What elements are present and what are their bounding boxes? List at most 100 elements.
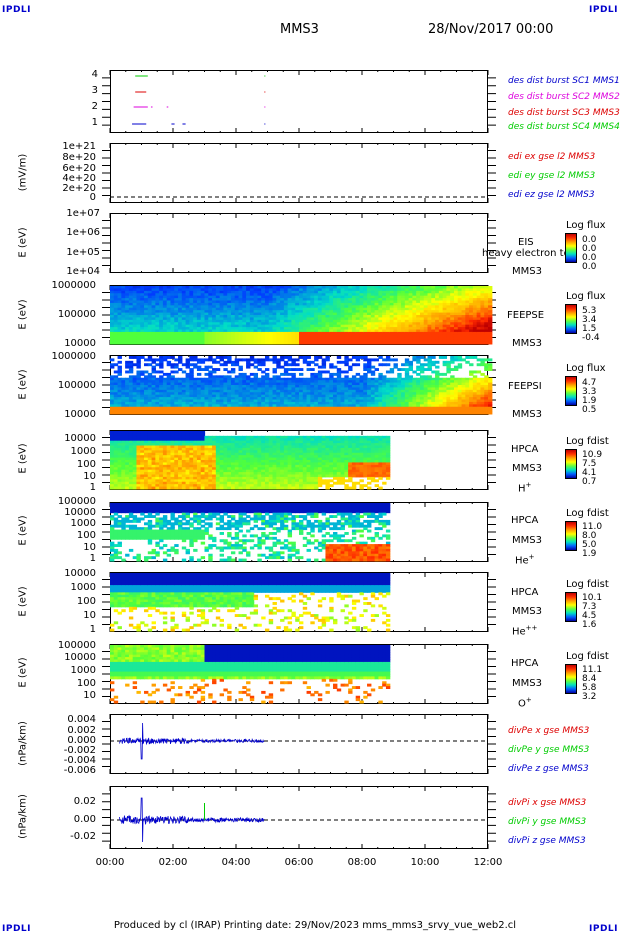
feepse-cell — [181, 286, 187, 289]
feepse-cell — [299, 327, 304, 330]
feepse-cell — [295, 293, 300, 297]
feepse-cell — [257, 341, 262, 345]
feepsi-cell — [113, 399, 119, 403]
feepse-cell — [438, 341, 444, 345]
feepse-cell — [121, 331, 126, 335]
feepse-cell — [461, 305, 466, 309]
feepse-cell — [480, 329, 485, 333]
feepsi-cell — [427, 411, 432, 415]
feepsi-cell — [253, 397, 259, 400]
feepse-cell — [280, 339, 285, 343]
feepse-cell — [317, 327, 323, 330]
feepse-cell — [185, 290, 190, 294]
feepse-cell — [113, 305, 119, 309]
feepsi-cell — [136, 397, 141, 400]
feepse-cell — [215, 310, 221, 314]
p4-cb-val: 3.4 — [582, 315, 597, 325]
feepsi-cell — [249, 406, 255, 410]
p11-ytick: 0.02 — [73, 796, 96, 807]
feepsi-cell — [189, 387, 194, 391]
feepsi-cell — [185, 397, 190, 400]
feepse-cell — [306, 295, 311, 299]
feepsi-cell — [253, 399, 259, 403]
feepsi-cell — [291, 363, 296, 367]
feepsi-cell — [238, 409, 243, 413]
feepse-cell — [329, 295, 334, 299]
feepse-cell — [151, 334, 156, 338]
feepse-cell — [276, 327, 281, 330]
feepsi-cell — [181, 411, 187, 415]
feepse-cell — [408, 286, 413, 289]
feepsi-cell — [223, 375, 228, 379]
feepse-cell — [257, 336, 262, 340]
feepse-cell — [488, 331, 493, 335]
feepsi-cell — [174, 392, 179, 396]
feepsi-cell — [193, 358, 198, 362]
feepse-cell — [162, 324, 168, 328]
feepse-cell — [121, 295, 126, 299]
p2-label-z: edi ez gse l2 MMS3 — [508, 190, 595, 200]
feepse-cell — [457, 329, 463, 333]
feepsi-cell — [208, 411, 213, 415]
feepsi-cell — [189, 397, 194, 400]
feepse-cell — [223, 298, 228, 301]
feepsi-cell — [416, 372, 421, 376]
feepse-cell — [408, 334, 413, 338]
feepsi-cell — [132, 404, 138, 408]
feepsi-cell — [223, 404, 228, 408]
feepsi-cell — [162, 399, 168, 403]
feepse-cell — [249, 339, 255, 343]
feepse-cell — [162, 317, 168, 321]
feepse-cell — [136, 317, 141, 321]
p9-colorbar-title: Log fdist — [566, 651, 609, 662]
feepse-cell — [159, 305, 164, 309]
feepsi-cell — [336, 360, 342, 364]
feepse-cell — [125, 288, 130, 292]
feepse-cell — [484, 300, 489, 304]
feepse-cell — [140, 310, 145, 314]
feepsi-cell — [181, 406, 187, 410]
feepsi-cell — [181, 404, 187, 408]
feepse-cell — [488, 302, 493, 306]
feepse-cell — [196, 315, 202, 318]
p6-cb-val: 7.5 — [582, 459, 597, 469]
feepsi-cell — [246, 389, 251, 393]
feepse-cell — [344, 310, 349, 314]
feepse-cell — [476, 310, 482, 314]
feepse-cell — [310, 298, 315, 301]
feepse-cell — [472, 315, 478, 318]
feepse-cell — [291, 290, 296, 294]
feepse-cell — [110, 319, 115, 323]
feepse-cell — [453, 317, 459, 321]
feepsi-cell — [159, 385, 164, 388]
feepsi-cell — [159, 365, 164, 369]
feepse-cell — [333, 341, 338, 345]
feepsi-cell — [204, 392, 209, 396]
feepse-cell — [234, 305, 240, 309]
feepsi-cell — [249, 411, 255, 415]
feepse-cell — [351, 300, 357, 304]
feepse-cell — [185, 305, 190, 309]
p9-colorbar — [565, 664, 577, 694]
feepsi-cell — [166, 372, 172, 376]
feepse-cell — [272, 319, 277, 323]
feepse-cell — [291, 286, 296, 289]
feepse-cell — [299, 312, 304, 316]
feepse-cell — [480, 341, 485, 345]
feepsi-cell — [193, 380, 198, 384]
feepse-cell — [249, 288, 255, 292]
feepse-cell — [302, 295, 308, 299]
feepse-cell — [166, 322, 172, 326]
feepse-cell — [110, 290, 115, 294]
p2-ytick: 6e+20 — [62, 163, 96, 174]
feepsi-cell — [212, 389, 217, 393]
feepse-cell — [291, 288, 296, 292]
feepse-cell — [385, 329, 391, 333]
feepse-cell — [162, 315, 168, 318]
feepse-cell — [299, 295, 304, 299]
feepse-cell — [355, 295, 361, 299]
feepse-cell — [317, 295, 323, 299]
p9-ytick: 100 — [76, 678, 96, 689]
feepse-cell — [367, 312, 372, 316]
feepsi-cell — [246, 360, 251, 364]
